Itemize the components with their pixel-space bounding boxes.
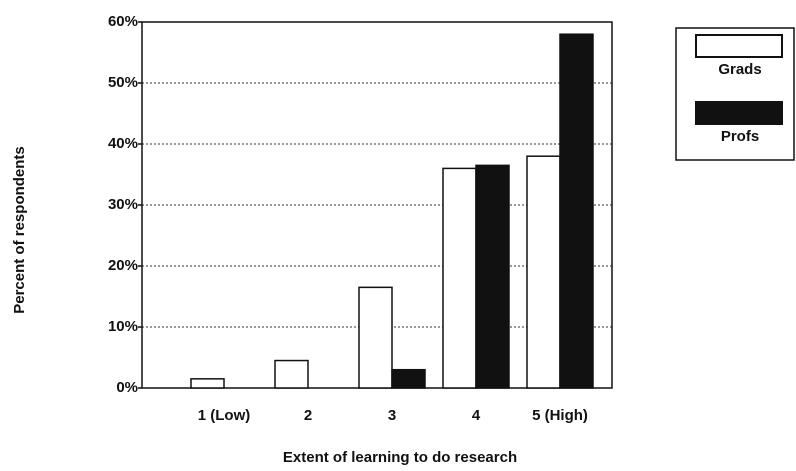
y-axis-label: Percent of respondents: [11, 146, 28, 314]
bar: [274, 359, 309, 389]
bar: [559, 33, 594, 389]
legend-label: Profs: [721, 128, 759, 145]
y-tick-label: 10%: [108, 318, 138, 335]
legend-label: Grads: [718, 61, 761, 78]
x-tick-label: 4: [472, 407, 481, 424]
y-tick-label: 40%: [108, 135, 138, 152]
bar: [475, 164, 510, 389]
bar: [190, 378, 225, 389]
y-tick-label: 60%: [108, 13, 138, 30]
y-tick-label: 20%: [108, 257, 138, 274]
x-tick-label: 1 (Low): [198, 407, 251, 424]
bar: [526, 155, 561, 389]
y-tick-label: 30%: [108, 196, 138, 213]
legend-swatch: [695, 34, 783, 58]
legend-box: [675, 27, 795, 161]
x-axis-label: Extent of learning to do research: [283, 449, 517, 466]
x-tick-label: 3: [388, 407, 396, 424]
y-tick-label: 0%: [116, 379, 138, 396]
x-tick-label: 5 (High): [532, 407, 588, 424]
legend-swatch: [695, 101, 783, 125]
bar: [358, 286, 393, 389]
x-tick-label: 2: [304, 407, 312, 424]
y-tick-label: 50%: [108, 74, 138, 91]
bar: [442, 167, 477, 389]
bar: [391, 368, 426, 389]
